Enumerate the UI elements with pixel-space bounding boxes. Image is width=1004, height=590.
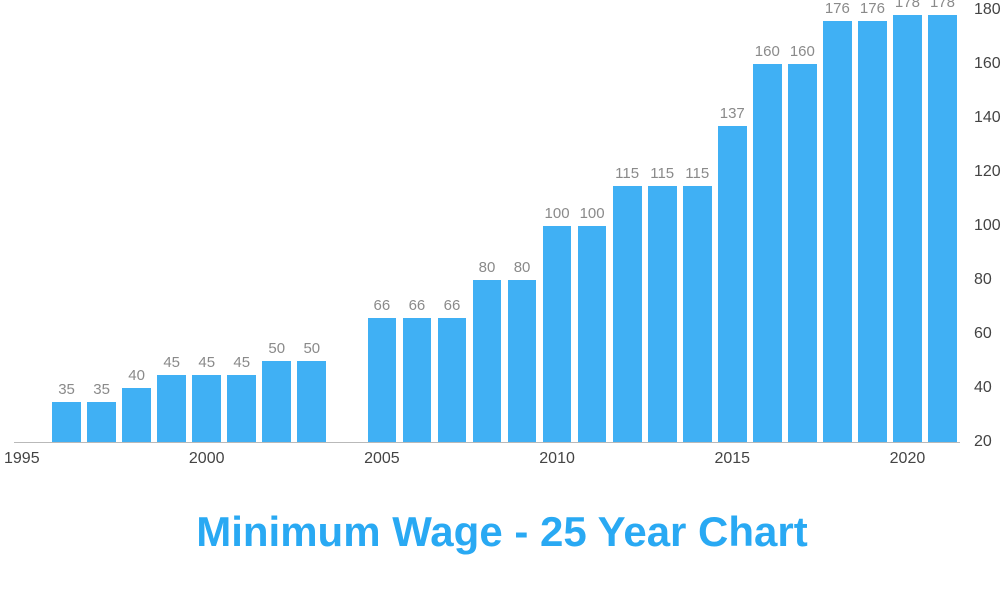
bar-2017 bbox=[788, 64, 817, 442]
bar-label-2019: 176 bbox=[860, 0, 885, 17]
y-tick-60: 60 bbox=[974, 325, 992, 343]
bar-label-2014: 115 bbox=[685, 165, 709, 182]
bar-label-1996: 35 bbox=[58, 381, 75, 398]
bar-label-2020: 178 bbox=[895, 0, 920, 11]
bar-label-2001: 45 bbox=[233, 354, 250, 371]
plot-area: 35 35 40 45 45 45 50 50 66 66 66 80 80 100 100 115 115 11… bbox=[14, 10, 960, 442]
bar-1998 bbox=[122, 388, 151, 442]
bar-label-2017: 160 bbox=[790, 43, 815, 60]
bar-label-2016: 160 bbox=[755, 43, 780, 60]
bar-2021 bbox=[928, 15, 957, 442]
bar-label-2015: 137 bbox=[720, 105, 745, 122]
y-tick-20: 20 bbox=[974, 433, 992, 451]
bar-1997 bbox=[87, 402, 116, 443]
bar-2015 bbox=[718, 126, 747, 442]
x-tick-2020: 2020 bbox=[890, 450, 926, 468]
x-tick-1995: 1995 bbox=[4, 450, 40, 468]
bar-label-2007: 66 bbox=[444, 297, 461, 314]
bar-2002 bbox=[262, 361, 291, 442]
y-tick-180: 180 bbox=[974, 1, 1001, 19]
bar-label-2000: 45 bbox=[198, 354, 215, 371]
bar-2006 bbox=[403, 318, 432, 442]
bar-2010 bbox=[543, 226, 572, 442]
y-tick-100: 100 bbox=[974, 217, 1001, 235]
bar-2007 bbox=[438, 318, 467, 442]
bar-label-2018: 176 bbox=[825, 0, 850, 17]
bar-2003 bbox=[297, 361, 326, 442]
bar-label-2005: 66 bbox=[374, 297, 391, 314]
bar-2013 bbox=[648, 186, 677, 443]
bar-label-2009: 80 bbox=[514, 259, 531, 276]
bar-2014 bbox=[683, 186, 712, 443]
bar-label-2010: 100 bbox=[545, 205, 570, 222]
bar-2019 bbox=[858, 21, 887, 442]
bar-2000 bbox=[192, 375, 221, 443]
chart-title: Minimum Wage - 25 Year Chart bbox=[0, 508, 1004, 556]
y-tick-40: 40 bbox=[974, 379, 992, 397]
bar-2012 bbox=[613, 186, 642, 443]
bar-2005 bbox=[368, 318, 397, 442]
bar-2018 bbox=[823, 21, 852, 442]
x-tick-2005: 2005 bbox=[364, 450, 400, 468]
bar-label-1997: 35 bbox=[93, 381, 110, 398]
bar-2016 bbox=[753, 64, 782, 442]
bar-2020 bbox=[893, 15, 922, 442]
bar-2009 bbox=[508, 280, 537, 442]
y-tick-80: 80 bbox=[974, 271, 992, 289]
bar-label-2021: 178 bbox=[930, 0, 955, 11]
y-tick-120: 120 bbox=[974, 163, 1001, 181]
bar-label-2002: 50 bbox=[268, 340, 285, 357]
bar-label-2003: 50 bbox=[303, 340, 320, 357]
bar-label-2012: 115 bbox=[615, 165, 639, 182]
bar-2011 bbox=[578, 226, 607, 442]
x-tick-2010: 2010 bbox=[539, 450, 575, 468]
bar-label-1999: 45 bbox=[163, 354, 180, 371]
bar-label-2006: 66 bbox=[409, 297, 426, 314]
bar-label-1998: 40 bbox=[128, 367, 145, 384]
x-tick-2015: 2015 bbox=[714, 450, 750, 468]
x-tick-2000: 2000 bbox=[189, 450, 225, 468]
bar-1996 bbox=[52, 402, 81, 443]
bar-label-2008: 80 bbox=[479, 259, 496, 276]
y-tick-160: 160 bbox=[974, 55, 1001, 73]
bar-label-2013: 115 bbox=[650, 165, 674, 182]
bar-2008 bbox=[473, 280, 502, 442]
bar-1999 bbox=[157, 375, 186, 443]
bar-2001 bbox=[227, 375, 256, 443]
bar-chart: 35 35 40 45 45 45 50 50 66 66 66 80 80 100 100 115 115 11… bbox=[0, 0, 1004, 490]
bar-label-2011: 100 bbox=[580, 205, 605, 222]
y-tick-140: 140 bbox=[974, 109, 1001, 127]
